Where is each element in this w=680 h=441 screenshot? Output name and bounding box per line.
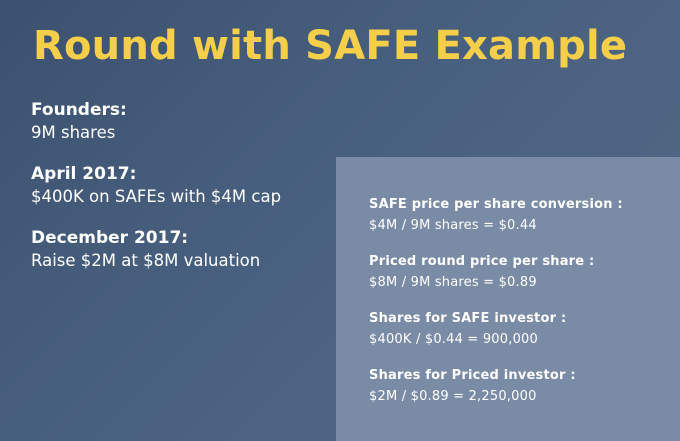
fact-founders: Founders: 9M shares	[31, 99, 331, 145]
fact-april-2017: April 2017: $400K on SAFEs with $4M cap	[31, 163, 331, 209]
calc-priced-round-price: Priced round price per share : $8M / 9M …	[369, 252, 680, 294]
calc-label: Shares for Priced investor :	[369, 368, 576, 383]
calc-safe-investor-shares: Shares for SAFE investor : $400K / $0.44…	[369, 309, 680, 351]
fact-label: December 2017:	[31, 228, 189, 248]
calc-label: Priced round price per share :	[369, 254, 595, 269]
calc-value: $2M / $0.89 = 2,250,000	[369, 389, 537, 404]
fact-value: Raise $2M at $8M valuation	[31, 251, 261, 270]
calculation-panel: SAFE price per share conversion : $4M / …	[336, 157, 680, 441]
fact-label: April 2017:	[31, 164, 137, 184]
calc-value: $4M / 9M shares = $0.44	[369, 218, 537, 233]
slide-title: Round with SAFE Example	[33, 23, 628, 69]
calc-label: SAFE price per share conversion :	[369, 197, 623, 212]
fact-value: 9M shares	[31, 123, 116, 142]
calc-priced-investor-shares: Shares for Priced investor : $2M / $0.89…	[369, 366, 680, 408]
round-facts: Founders: 9M shares April 2017: $400K on…	[31, 99, 331, 291]
fact-value: $400K on SAFEs with $4M cap	[31, 187, 282, 206]
calc-label: Shares for SAFE investor :	[369, 311, 567, 326]
fact-december-2017: December 2017: Raise $2M at $8M valuatio…	[31, 227, 331, 273]
calc-safe-price: SAFE price per share conversion : $4M / …	[369, 195, 680, 237]
fact-label: Founders:	[31, 100, 127, 120]
calc-value: $8M / 9M shares = $0.89	[369, 275, 537, 290]
calc-value: $400K / $0.44 = 900,000	[369, 332, 538, 347]
